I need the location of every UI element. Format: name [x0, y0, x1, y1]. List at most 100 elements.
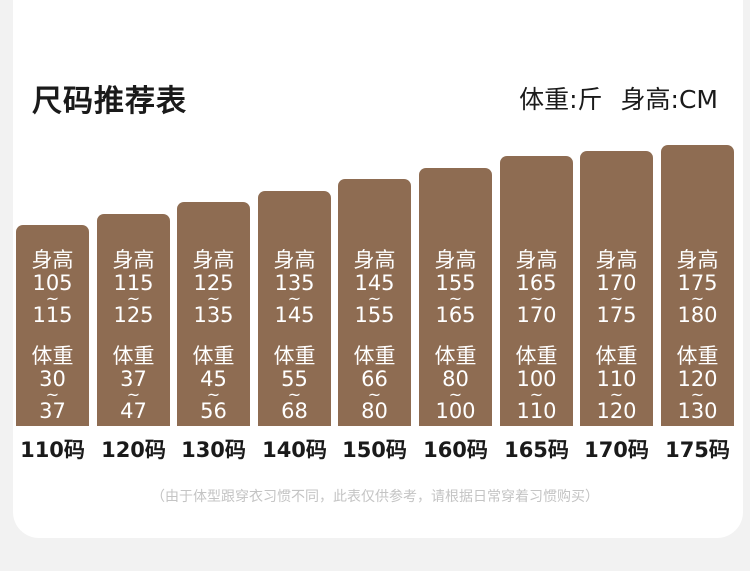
bar-text: 身高 145 ~155 体重 66 ~80	[338, 248, 411, 422]
bar-text: 身高 105 ~115 体重 30 ~37	[16, 248, 89, 422]
height-max-value: 145	[274, 303, 315, 327]
spacer	[97, 326, 170, 344]
height-max-value: 165	[435, 303, 476, 327]
height-range-separator: ~	[367, 289, 382, 308]
weight-max-value: 80	[361, 399, 388, 423]
bar-text: 身高 155 ~165 体重 80 ~100	[419, 248, 492, 422]
size-bar: 身高 105 ~115 体重 30 ~37	[16, 225, 89, 426]
weight-label: 体重	[192, 344, 235, 368]
size-category-label: 160码	[423, 438, 488, 462]
weight-label: 体重	[676, 344, 719, 368]
weight-range-separator: ~	[367, 385, 382, 404]
height-range-separator: ~	[206, 289, 221, 308]
page-title: 尺码推荐表	[32, 84, 187, 119]
size-category-label: 110码	[20, 438, 85, 462]
size-category-label: 170码	[584, 438, 649, 462]
size-category-label: 140码	[262, 438, 327, 462]
weight-min-value: 120	[677, 367, 718, 391]
spacer	[419, 326, 492, 344]
size-category-label: 130码	[181, 438, 246, 462]
size-bar: 身高 145 ~155 体重 66 ~80	[338, 179, 411, 426]
size-category-label: 120码	[101, 438, 166, 462]
weight-max-value: 130	[677, 399, 718, 423]
weight-min-value: 45	[200, 367, 227, 391]
height-min-value: 165	[516, 271, 557, 295]
bar-text: 身高 175 ~180 体重 120 ~130	[661, 248, 734, 422]
height-label: 身高	[112, 248, 155, 272]
height-range-separator: ~	[287, 289, 302, 308]
weight-max-value: 100	[435, 399, 476, 423]
size-bar: 身高 135 ~145 体重 55 ~68	[258, 191, 331, 426]
height-label: 身高	[353, 248, 396, 272]
weight-min-value: 100	[516, 367, 557, 391]
size-bar: 身高 115 ~125 体重 37 ~47	[97, 214, 170, 426]
weight-label: 体重	[515, 344, 558, 368]
weight-label: 体重	[595, 344, 638, 368]
weight-min-value: 30	[39, 367, 66, 391]
weight-min-value: 110	[596, 367, 637, 391]
height-range-separator: ~	[609, 289, 624, 308]
height-range-separator: ~	[448, 289, 463, 308]
height-max-value: 170	[516, 303, 557, 327]
size-bar: 身高 125 ~135 体重 45 ~56	[177, 202, 250, 426]
weight-min-value: 80	[442, 367, 469, 391]
weight-max-value: 47	[120, 399, 147, 423]
spacer	[338, 326, 411, 344]
height-range-separator: ~	[45, 289, 60, 308]
height-max-value: 115	[32, 303, 73, 327]
size-category-label: 150码	[342, 438, 407, 462]
height-min-value: 125	[193, 271, 234, 295]
spacer	[258, 326, 331, 344]
spacer	[661, 326, 734, 344]
size-bar: 身高 175 ~180 体重 120 ~130	[661, 145, 734, 426]
height-max-value: 180	[677, 303, 718, 327]
height-max-value: 135	[193, 303, 234, 327]
height-min-value: 155	[435, 271, 476, 295]
height-label: 身高	[192, 248, 235, 272]
weight-label: 体重	[112, 344, 155, 368]
bar-text: 身高 135 ~145 体重 55 ~68	[258, 248, 331, 422]
size-bar: 身高 155 ~165 体重 80 ~100	[419, 168, 492, 426]
height-max-value: 155	[354, 303, 395, 327]
height-label: 身高	[31, 248, 74, 272]
bar-text: 身高 170 ~175 体重 110 ~120	[580, 248, 653, 422]
weight-max-value: 120	[596, 399, 637, 423]
weight-range-separator: ~	[448, 385, 463, 404]
height-label: 身高	[595, 248, 638, 272]
weight-range-separator: ~	[529, 385, 544, 404]
footnote: （由于体型跟穿衣习惯不同，此表仅供参考，请根据日常穿着习惯购买）	[151, 489, 599, 505]
spacer	[16, 326, 89, 344]
height-min-value: 115	[113, 271, 154, 295]
weight-range-separator: ~	[609, 385, 624, 404]
height-range-separator: ~	[529, 289, 544, 308]
bar-text: 身高 115 ~125 体重 37 ~47	[97, 248, 170, 422]
height-min-value: 135	[274, 271, 315, 295]
height-min-value: 170	[596, 271, 637, 295]
size-bar: 身高 165 ~170 体重 100 ~110	[500, 156, 573, 426]
height-min-value: 105	[32, 271, 73, 295]
weight-max-value: 68	[281, 399, 308, 423]
height-min-value: 145	[354, 271, 395, 295]
size-bar: 身高 170 ~175 体重 110 ~120	[580, 151, 653, 426]
weight-label: 体重	[31, 344, 74, 368]
weight-unit-label: 体重:斤	[519, 85, 603, 114]
weight-min-value: 55	[281, 367, 308, 391]
weight-range-separator: ~	[206, 385, 221, 404]
height-label: 身高	[434, 248, 477, 272]
weight-min-value: 37	[120, 367, 147, 391]
weight-range-separator: ~	[126, 385, 141, 404]
bar-text: 身高 125 ~135 体重 45 ~56	[177, 248, 250, 422]
weight-label: 体重	[273, 344, 316, 368]
weight-label: 体重	[353, 344, 396, 368]
weight-range-separator: ~	[690, 385, 705, 404]
height-max-value: 175	[596, 303, 637, 327]
bar-text: 身高 165 ~170 体重 100 ~110	[500, 248, 573, 422]
weight-range-separator: ~	[287, 385, 302, 404]
weight-range-separator: ~	[45, 385, 60, 404]
weight-max-value: 56	[200, 399, 227, 423]
weight-min-value: 66	[361, 367, 388, 391]
height-label: 身高	[273, 248, 316, 272]
height-label: 身高	[515, 248, 558, 272]
weight-label: 体重	[434, 344, 477, 368]
height-unit-label: 身高:CM	[620, 85, 718, 114]
